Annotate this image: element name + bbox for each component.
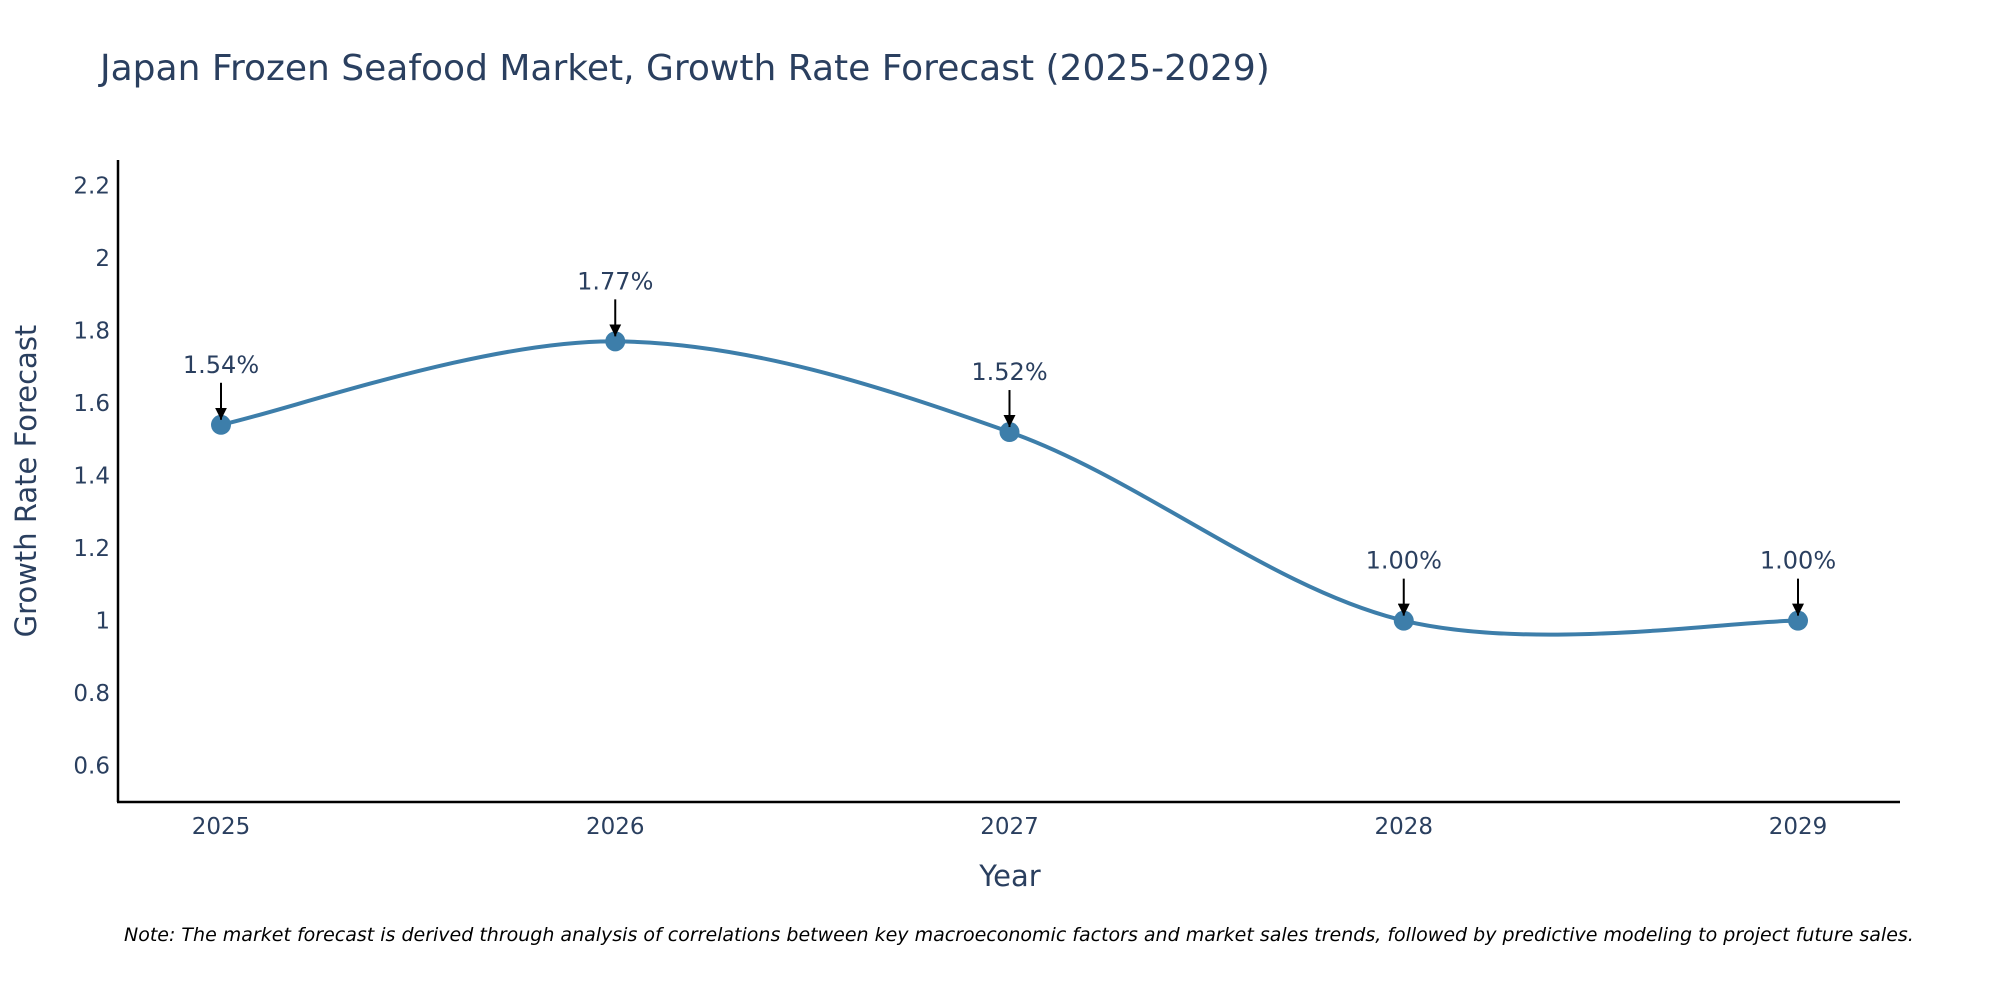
data-label: 1.77% xyxy=(577,267,653,295)
x-tick-label: 2027 xyxy=(980,814,1039,840)
data-point xyxy=(605,331,626,352)
footnote: Note: The market forecast is derived thr… xyxy=(124,924,1914,946)
y-tick-label: 1.4 xyxy=(73,464,110,490)
x-tick-label: 2025 xyxy=(192,814,251,840)
x-tick-label: 2028 xyxy=(1374,814,1433,840)
y-tick-label: 1.8 xyxy=(73,318,110,344)
x-axis-ticks: 2025 2026 2027 2028 2029 xyxy=(192,814,1828,840)
data-annotations: 1.54% 1.77% 1.52% 1.00% 1.00% xyxy=(183,267,1836,616)
y-tick-label: 0.6 xyxy=(73,754,110,780)
data-label: 1.00% xyxy=(1366,547,1442,575)
y-tick-label: 2.2 xyxy=(73,173,110,199)
data-point xyxy=(999,422,1020,443)
data-point xyxy=(1393,610,1414,631)
y-tick-label: 2 xyxy=(95,246,110,272)
x-tick-label: 2029 xyxy=(1769,814,1828,840)
y-tick-label: 0.8 xyxy=(73,681,110,707)
y-tick-label: 1.2 xyxy=(73,536,110,562)
data-label: 1.54% xyxy=(183,351,259,379)
y-axis-title: Growth Rate Forecast xyxy=(9,325,43,638)
data-label: 1.00% xyxy=(1760,547,1836,575)
data-label: 1.52% xyxy=(971,358,1047,386)
series-markers xyxy=(211,331,1808,631)
x-tick-label: 2026 xyxy=(586,814,645,840)
data-point xyxy=(1788,610,1808,631)
y-tick-label: 1.6 xyxy=(73,391,110,417)
y-axis-ticks: 0.6 0.8 1 1.2 1.4 1.6 1.8 2 2.2 xyxy=(73,173,110,779)
y-tick-label: 1 xyxy=(95,609,110,635)
chart-title: Japan Frozen Seafood Market, Growth Rate… xyxy=(98,48,1270,89)
x-axis-title: Year xyxy=(978,859,1040,893)
data-point xyxy=(211,414,231,435)
